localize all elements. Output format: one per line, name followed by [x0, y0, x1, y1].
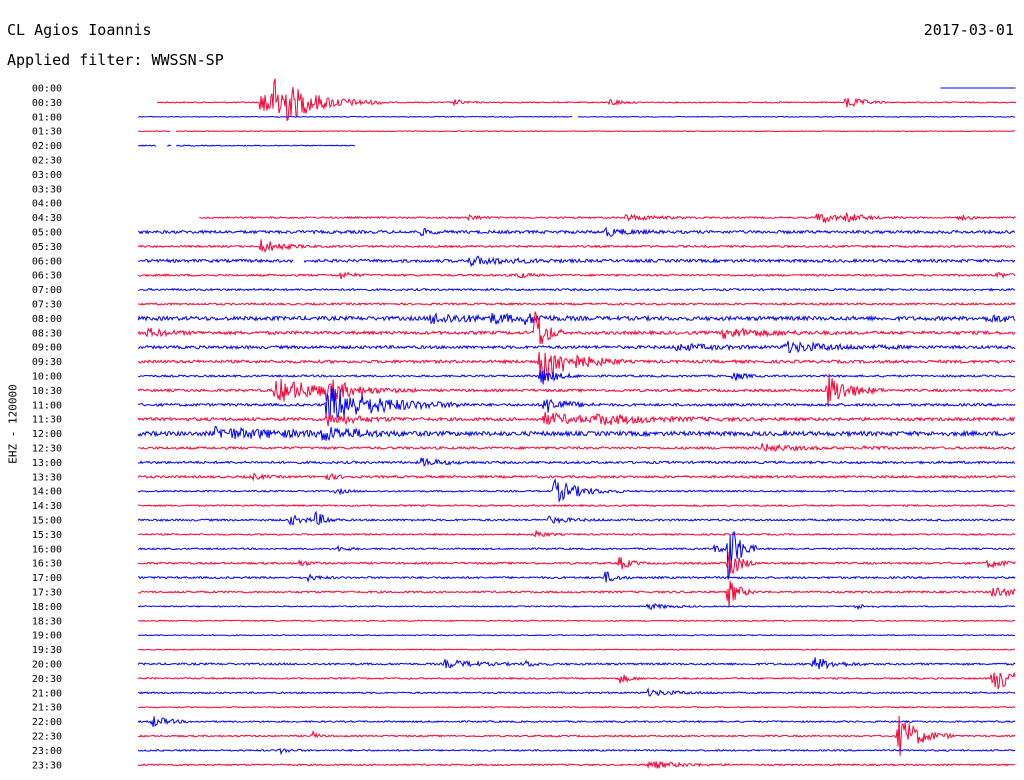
time-tick-label: 02:00 — [32, 141, 62, 152]
trace-line — [138, 386, 1016, 420]
trace-line — [137, 351, 1016, 382]
time-tick-label: 07:00 — [32, 285, 62, 296]
time-tick-label: 03:00 — [32, 170, 62, 181]
trace-line — [137, 648, 1016, 651]
time-tick-label: 09:30 — [32, 357, 62, 368]
trace-line — [137, 115, 1016, 118]
trace-line — [137, 426, 1016, 442]
station-title: CL Agios Ioannis — [7, 21, 152, 39]
trace-line — [137, 477, 1016, 503]
filter-label: Applied filter: WWSSN-SP — [7, 51, 224, 69]
trace-line — [138, 369, 1016, 385]
time-tick-label: 05:30 — [32, 242, 62, 253]
time-tick-label: 20:00 — [32, 660, 62, 671]
trace-line — [137, 551, 1016, 575]
trace-line — [137, 226, 1016, 238]
time-tick-label: 00:00 — [32, 84, 62, 95]
trace-line — [137, 302, 1016, 307]
time-tick-label: 23:30 — [32, 760, 62, 771]
time-tick-label: 20:30 — [32, 674, 62, 685]
trace-line — [137, 312, 1016, 326]
time-tick-label: 14:00 — [32, 487, 62, 498]
trace-line — [137, 602, 1016, 611]
trace-line — [137, 657, 1016, 670]
trace-line — [137, 411, 1016, 427]
time-tick-label: 08:30 — [32, 328, 62, 339]
time-tick-label: 19:30 — [32, 645, 62, 656]
time-tick-label: 17:30 — [32, 588, 62, 599]
time-tick-label: 23:00 — [32, 746, 62, 757]
trace-line — [137, 239, 1016, 254]
trace-line — [137, 144, 356, 147]
time-tick-label: 21:00 — [32, 688, 62, 699]
trace-line — [137, 472, 1016, 482]
time-tick-label: 19:00 — [32, 631, 62, 642]
time-tick-label: 08:00 — [32, 314, 62, 325]
time-tick-label: 13:00 — [32, 458, 62, 469]
trace-line — [138, 580, 1016, 608]
time-tick-label: 12:30 — [32, 444, 62, 455]
date-label: 2017-03-01 — [923, 21, 1014, 39]
time-tick-label: 16:00 — [32, 544, 62, 555]
time-tick-label: 21:30 — [32, 703, 62, 714]
trace-line — [137, 633, 1016, 637]
time-tick-label: 16:30 — [32, 559, 62, 570]
trace-line — [137, 311, 1016, 344]
time-tick-label: 11:00 — [32, 400, 62, 411]
trace-line — [137, 671, 1016, 690]
time-tick-label: 17:00 — [32, 573, 62, 584]
time-tick-label: 01:00 — [32, 112, 62, 123]
trace-line — [137, 271, 1016, 280]
trace-line — [137, 619, 1016, 623]
time-tick-label: 15:00 — [32, 516, 62, 527]
time-tick-label: 18:30 — [32, 616, 62, 627]
trace-line — [137, 340, 1016, 354]
time-tick-label: 06:30 — [32, 271, 62, 282]
trace-line — [138, 571, 1016, 583]
trace-line — [137, 760, 1016, 770]
time-tick-label: 00:30 — [32, 98, 62, 109]
trace-line — [138, 130, 1016, 133]
time-tick-label: 10:00 — [32, 372, 62, 383]
time-tick-label: 05:00 — [32, 228, 62, 239]
time-tick-label: 01:30 — [32, 127, 62, 138]
trace-line — [199, 211, 1016, 224]
time-tick-label: 22:00 — [32, 717, 62, 728]
time-tick-label: 12:00 — [32, 429, 62, 440]
trace-line — [137, 705, 1016, 709]
trace-line — [137, 457, 1016, 467]
trace-line — [137, 503, 1016, 508]
time-tick-label: 10:30 — [32, 386, 62, 397]
trace-line — [137, 510, 1016, 527]
time-tick-label: 07:30 — [32, 300, 62, 311]
time-tick-label: 18:00 — [32, 602, 62, 613]
time-tick-label: 04:00 — [32, 199, 62, 210]
trace-line — [137, 529, 1016, 538]
trace-line — [137, 373, 1016, 407]
time-tick-label: 22:30 — [32, 732, 62, 743]
trace-line — [137, 687, 1016, 697]
trace-line — [137, 531, 1016, 580]
trace-line — [137, 748, 1016, 756]
time-tick-label: 06:00 — [32, 256, 62, 267]
time-tick-label: 14:30 — [32, 501, 62, 512]
time-tick-label: 02:30 — [32, 156, 62, 167]
time-tick-label: 03:30 — [32, 184, 62, 195]
trace-line — [137, 716, 1016, 727]
time-tick-label: 13:30 — [32, 472, 62, 483]
time-tick-label: 15:30 — [32, 530, 62, 541]
trace-line — [138, 255, 1016, 268]
trace-line — [156, 78, 1017, 122]
trace-line — [138, 287, 1016, 292]
time-tick-label: 09:00 — [32, 343, 62, 354]
trace-line — [138, 715, 1016, 756]
time-tick-label: 11:30 — [32, 415, 62, 426]
trace-line — [137, 443, 1016, 453]
time-tick-label: 04:30 — [32, 213, 62, 224]
